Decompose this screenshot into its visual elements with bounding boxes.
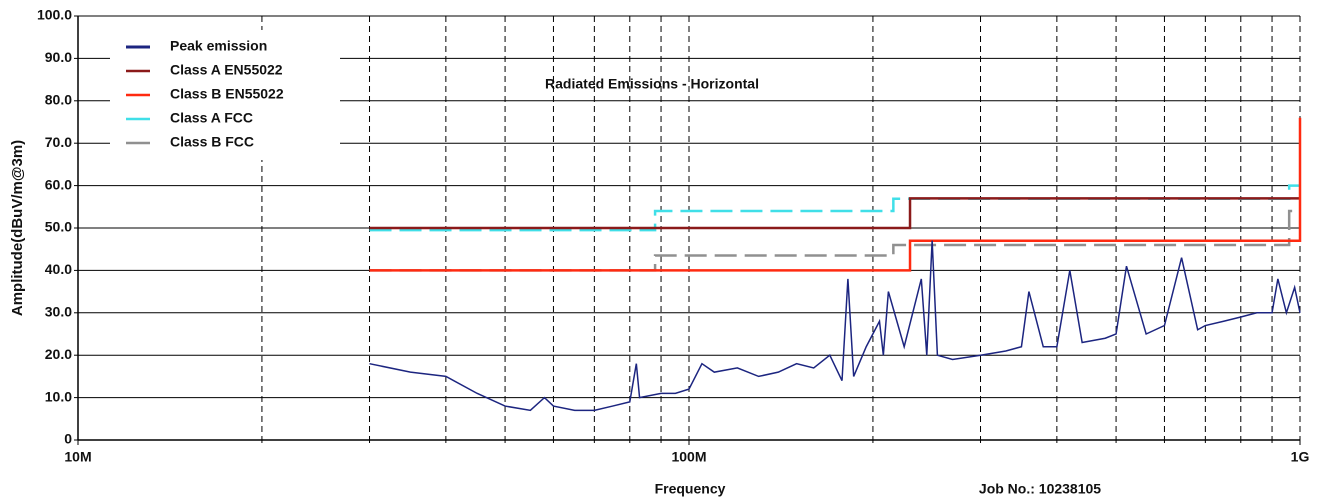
y-tick-label: 90.0 xyxy=(45,49,72,65)
x-axis-label: Frequency xyxy=(655,481,726,497)
y-tick-label: 30.0 xyxy=(45,304,72,320)
legend-label: Class A EN55022 xyxy=(170,62,283,78)
y-tick-label: 10.0 xyxy=(45,388,72,404)
series-line xyxy=(369,184,1300,232)
chart-title: Radiated Emissions - Horizontal xyxy=(545,76,759,92)
x-tick-label: 10M xyxy=(64,449,91,465)
y-tick-label: 40.0 xyxy=(45,261,72,277)
legend-label: Class A FCC xyxy=(170,110,253,126)
series-line xyxy=(369,209,1300,272)
y-tick-label: 70.0 xyxy=(45,134,72,150)
x-tick-label: 100M xyxy=(671,449,706,465)
series-line xyxy=(369,117,1302,272)
legend-label: Class B FCC xyxy=(170,134,254,150)
y-tick-label: 20.0 xyxy=(45,346,72,362)
y-tick-label: 100.0 xyxy=(37,7,72,23)
y-tick-label: 60.0 xyxy=(45,176,72,192)
y-tick-label: 80.0 xyxy=(45,92,72,108)
legend-label: Peak emission xyxy=(170,38,267,54)
annotation: Job No.: 10238105 xyxy=(979,481,1101,497)
legend-label: Class B EN55022 xyxy=(170,86,284,102)
series-line xyxy=(369,240,1301,412)
x-tick-label: 1G xyxy=(1291,449,1310,465)
y-tick-label: 0 xyxy=(64,431,72,447)
y-tick-label: 50.0 xyxy=(45,219,72,235)
series-line xyxy=(369,197,1300,230)
y-axis-label: Amplitude(dBuV/m@3m) xyxy=(9,140,26,316)
